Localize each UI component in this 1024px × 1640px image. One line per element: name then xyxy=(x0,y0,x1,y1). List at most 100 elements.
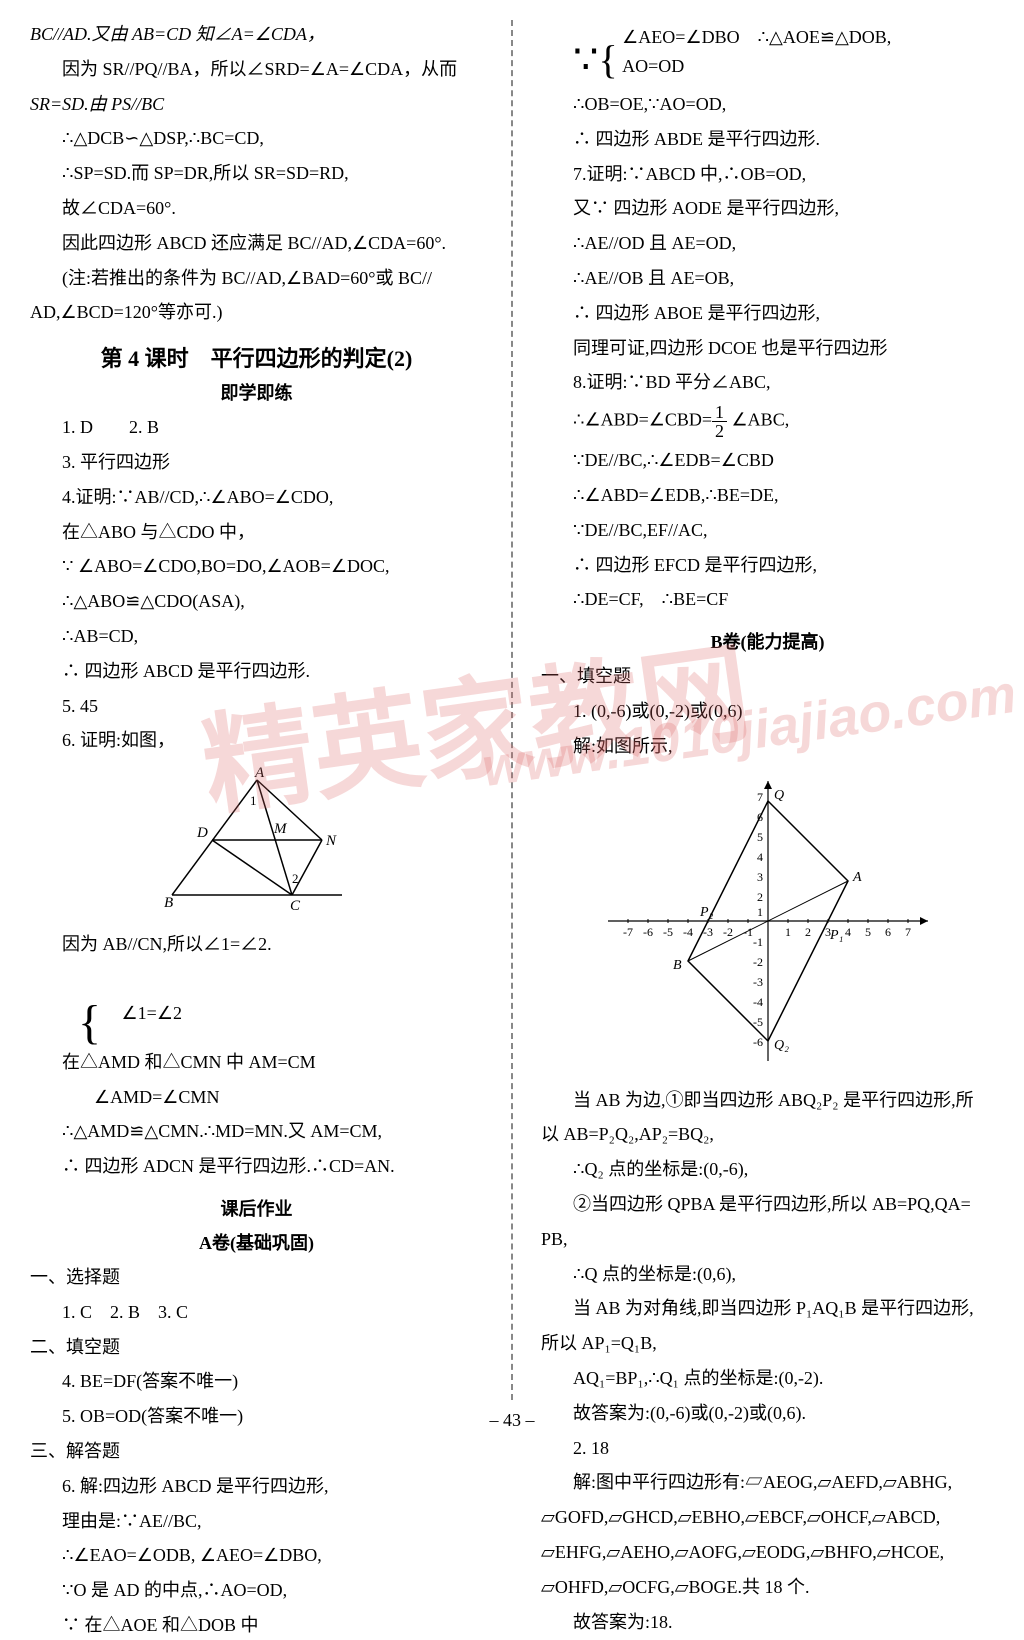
proof-line: ∴ 四边形 ABDE 是平行四边形. xyxy=(541,125,994,154)
svg-text:B: B xyxy=(673,958,682,973)
svg-text:-3: -3 xyxy=(753,975,763,989)
answer-line: ∵O 是 AD 的中点,∴AO=OD, xyxy=(30,1576,483,1605)
proof-line: ∵{ ∠AEO=∠DBO ∴△AOE≌△DOB, AO=OD xyxy=(541,20,994,84)
svg-text:7: 7 xyxy=(757,790,763,804)
solution-line: PB, xyxy=(541,1225,994,1254)
text-line: 因为 SR//PQ//BA，所以∠SRD=∠A=∠CDA，从而 xyxy=(30,55,483,84)
proof-line: ∴∠ABD=∠CBD=12 ∠ABC, xyxy=(541,403,994,440)
svg-text:-2: -2 xyxy=(753,955,763,969)
solution-line: 故答案为:(0,-6)或(0,-2)或(0,6). xyxy=(541,1399,994,1428)
solution-line: ▱GOFD,▱GHCD,▱EBHO,▱EBCF,▱OHCF,▱ABCD, xyxy=(541,1503,994,1532)
text-line: 故∠CDA=60°. xyxy=(30,194,483,223)
proof-line: ∴ 四边形 ADCN 是平行四边形.∴CD=AN. xyxy=(30,1152,483,1181)
svg-text:1: 1 xyxy=(757,905,763,919)
solution-line: 解:图中平行四边形有:▱AEOG,▱AEFD,▱ABHG, xyxy=(541,1468,994,1497)
answer-line: 6. 证明:如图， xyxy=(30,726,483,755)
proof-line: ∴DE=CF, ∴BE=CF xyxy=(541,585,994,614)
svg-text:4: 4 xyxy=(845,925,851,939)
svg-text:P₁: P₁ xyxy=(829,928,843,943)
answer-line: ∴∠EAO=∠ODB, ∠AEO=∠DBO, xyxy=(30,1541,483,1570)
fig-angle-2: 2 xyxy=(292,871,299,886)
coordinate-figure: -7 -6 -5 -4 -3 -2 -1 1 2 3 4 5 6 7 xyxy=(541,771,994,1076)
proof-line: 在△AMD 和△CMN 中 AM=CM xyxy=(30,1048,483,1077)
answer-line: 5. 45 xyxy=(30,692,483,721)
fig-label-M: M xyxy=(273,821,288,837)
svg-text:-1: -1 xyxy=(753,935,763,949)
solution-line: 当 AB 为边,①即当四边形 ABQ₂P₂ 是平行四边形,所 xyxy=(541,1086,994,1115)
left-column: BC//AD.又由 AB=CD 知∠A=∠CDA， 因为 SR//PQ//BA，… xyxy=(30,20,483,1400)
answer-line: 4. BE=DF(答案不唯一) xyxy=(30,1367,483,1396)
section-heading: 一、填空题 xyxy=(541,662,994,691)
proof-line: ∴AE//OB 且 AE=OB, xyxy=(541,264,994,293)
svg-text:-6: -6 xyxy=(643,925,653,939)
proof-line: ∴OB=OE,∵AO=OD, xyxy=(541,90,994,119)
fig-label-B: B xyxy=(164,895,173,911)
svg-text:-4: -4 xyxy=(683,925,693,939)
svg-text:P₂: P₂ xyxy=(699,905,714,920)
svg-text:-2: -2 xyxy=(723,925,733,939)
proof-line: ∴AE//OD 且 AE=OD, xyxy=(541,229,994,258)
geometry-figure-1: A B C D M N 1 2 xyxy=(30,765,483,920)
proof-line: ∴ 四边形 EFCD 是平行四边形, xyxy=(541,551,994,580)
proof-line: 8.证明:∵BD 平分∠ABC, xyxy=(541,368,994,397)
solution-line: ∴Q 点的坐标是:(0,6), xyxy=(541,1260,994,1289)
answer-line: 3. 平行四边形 xyxy=(30,448,483,477)
solution-line: ②当四边形 QPBA 是平行四边形,所以 AB=PQ,QA= xyxy=(541,1190,994,1219)
proof-line: 7.证明:∵ABCD 中,∴OB=OD, xyxy=(541,160,994,189)
svg-text:-5: -5 xyxy=(663,925,673,939)
text-line: BC//AD.又由 AB=CD 知∠A=∠CDA， xyxy=(30,20,483,49)
answer-line: ∴ 四边形 ABCD 是平行四边形. xyxy=(30,657,483,686)
svg-text:5: 5 xyxy=(757,830,763,844)
fig-label-C: C xyxy=(290,898,301,914)
text-line: AD,∠BCD=120°等亦可.) xyxy=(30,298,483,327)
section-subtitle: A卷(基础巩固) xyxy=(30,1229,483,1255)
svg-text:7: 7 xyxy=(905,925,911,939)
solution-line: 当 AB 为对角线,即当四边形 P₁AQ₁B 是平行四边形, xyxy=(541,1294,994,1323)
proof-line: ∴ 四边形 ABOE 是平行四边形, xyxy=(541,299,994,328)
solution-line: ▱EHFG,▱AEHO,▱AOFG,▱EODG,▱BHFO,▱HCOE, xyxy=(541,1538,994,1567)
solution-line: ∴Q₂ 点的坐标是:(0,-6), xyxy=(541,1155,994,1184)
svg-text:5: 5 xyxy=(865,925,871,939)
section-subtitle: 即学即练 xyxy=(30,379,483,405)
solution-line: 故答案为:18. xyxy=(541,1608,994,1637)
svg-text:2: 2 xyxy=(805,925,811,939)
answer-line: 1. D 2. B xyxy=(30,413,483,442)
answer-line: 5. OB=OD(答案不唯一) xyxy=(30,1402,483,1431)
fig-label-A: A xyxy=(254,765,265,781)
svg-text:-6: -6 xyxy=(753,1035,763,1049)
solution-line: 所以 AP₁=Q₁B, xyxy=(541,1329,994,1358)
svg-text:3: 3 xyxy=(757,870,763,884)
text-line: SR=SD.由 PS//BC xyxy=(30,90,483,119)
text-line: ∴SP=SD.而 SP=DR,所以 SR=SD=RD, xyxy=(30,159,483,188)
answer-line: 理由是:∵AE//BC, xyxy=(30,1507,483,1536)
right-column: ∵{ ∠AEO=∠DBO ∴△AOE≌△DOB, AO=OD ∴OB=OE,∵A… xyxy=(541,20,994,1400)
proof-line: { ∠1=∠2 xyxy=(30,965,483,1042)
svg-text:-7: -7 xyxy=(623,925,633,939)
svg-text:-4: -4 xyxy=(753,995,763,1009)
section-heading: 一、选择题 xyxy=(30,1263,483,1292)
answer-line: 解:如图所示, xyxy=(541,732,994,761)
page-container: BC//AD.又由 AB=CD 知∠A=∠CDA， 因为 SR//PQ//BA，… xyxy=(30,20,994,1400)
proof-line: ∴∠ABD=∠EDB,∴BE=DE, xyxy=(541,481,994,510)
answer-line: ∵ 在△AOE 和△DOB 中 xyxy=(30,1611,483,1640)
proof-line: ∴△AMD≌△CMN.∴MD=MN.又 AM=CM, xyxy=(30,1117,483,1146)
answer-line: 在△ABO 与△CDO 中， xyxy=(30,518,483,547)
fig-label-D: D xyxy=(196,825,208,841)
lesson-title: 第 4 课时 平行四边形的判定(2) xyxy=(30,341,483,373)
proof-line: ∵DE//BC,EF//AC, xyxy=(541,516,994,545)
section-subtitle: 课后作业 xyxy=(30,1195,483,1221)
proof-line: ∵DE//BC,∴∠EDB=∠CBD xyxy=(541,446,994,475)
proof-line: 同理可证,四边形 DCOE 也是平行四边形 xyxy=(541,334,994,363)
solution-line: 以 AB=P₂Q₂,AP₂=BQ₂, xyxy=(541,1120,994,1149)
column-divider xyxy=(511,20,513,1400)
proof-line: ∠AMD=∠CMN xyxy=(30,1083,483,1112)
answer-line: 1. (0,-6)或(0,-2)或(0,6) xyxy=(541,697,994,726)
answer-line: ∴AB=CD, xyxy=(30,622,483,651)
svg-text:Q: Q xyxy=(774,788,784,803)
section-heading: 二、填空题 xyxy=(30,1333,483,1362)
svg-text:4: 4 xyxy=(757,850,763,864)
svg-text:6: 6 xyxy=(885,925,891,939)
text-line: 因此四边形 ABCD 还应满足 BC//AD,∠CDA=60°. xyxy=(30,229,483,258)
proof-line: 又∵ 四边形 AODE 是平行四边形, xyxy=(541,194,994,223)
answer-line: 1. C 2. B 3. C xyxy=(30,1298,483,1327)
